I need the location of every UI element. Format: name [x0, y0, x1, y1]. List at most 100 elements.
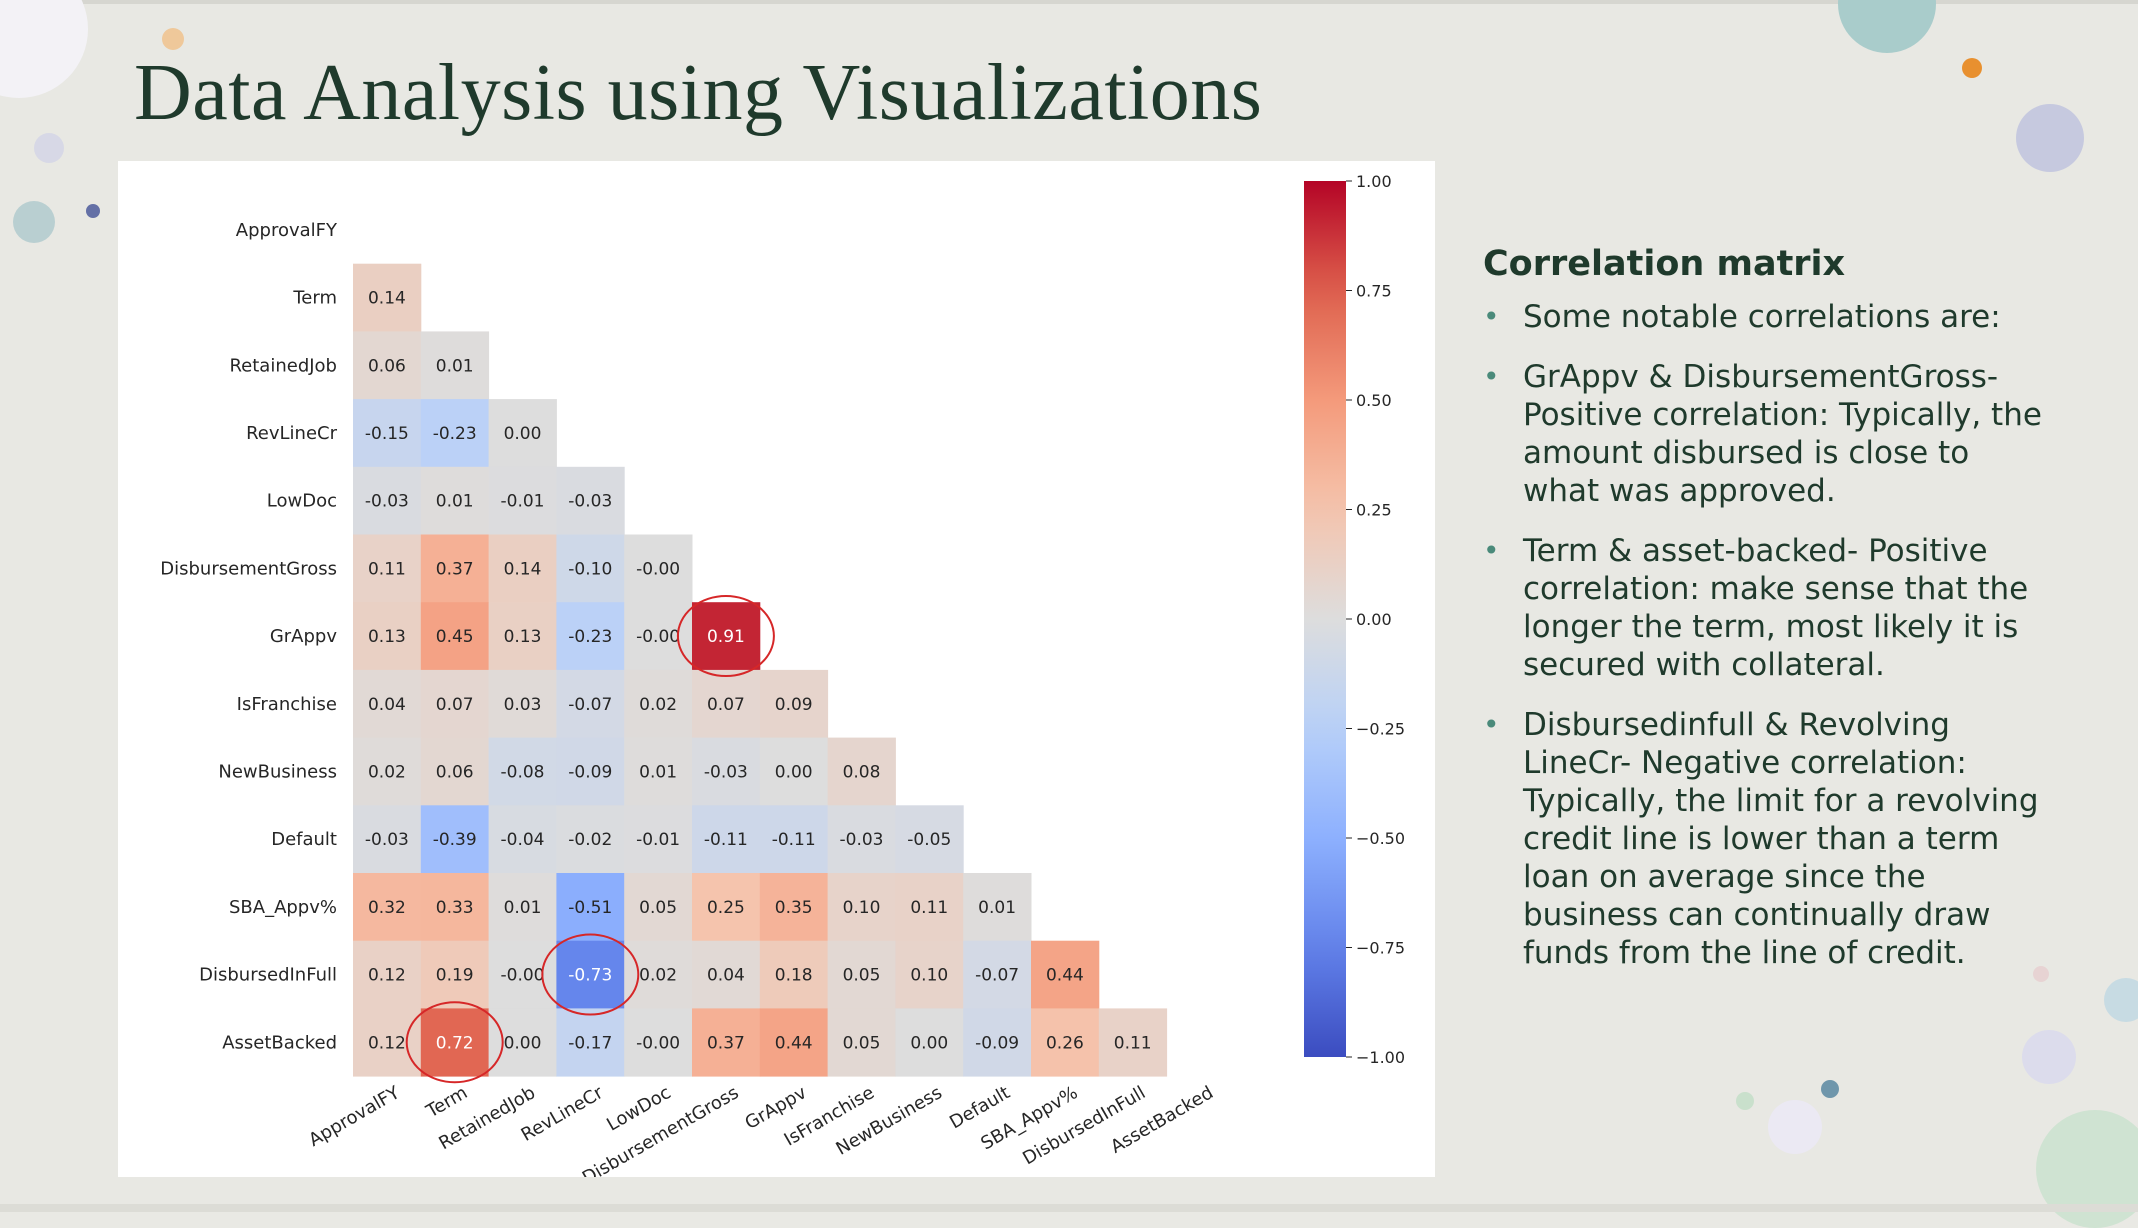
- cell-value-label: -0.11: [772, 830, 816, 850]
- cell-value-label: -0.00: [501, 966, 545, 986]
- cell-value-label: 0.00: [504, 1033, 542, 1053]
- correlation-heatmap: 0.14 0.06 0.01 -0.15 -0.23 0.00 -0.03 0.01 -0.01…: [160, 172, 1405, 1177]
- heatmap-cell: [556, 737, 625, 806]
- heatmap-cell: [624, 940, 693, 1009]
- colorbar-tick-label: 0.75: [1356, 282, 1392, 301]
- cell-value-label: 0.06: [368, 356, 406, 376]
- cell-value-label: -0.00: [636, 627, 680, 647]
- heatmap-cell: [692, 737, 761, 806]
- heatmap-cell: [1031, 1008, 1100, 1077]
- heatmap-cell: [895, 805, 964, 874]
- cell-value-label: -0.01: [501, 492, 545, 512]
- cell-value-label: -0.73: [568, 966, 612, 986]
- cell-value-label: 0.02: [639, 966, 677, 986]
- cell-value-label: 0.10: [843, 898, 881, 918]
- heatmap-cell: [556, 466, 625, 535]
- heatmap-cell: [353, 466, 422, 535]
- cell-value-label: 0.03: [504, 695, 542, 715]
- cell-value-label: 0.00: [910, 1033, 948, 1053]
- heatmap-cell: [556, 534, 625, 603]
- x-tick-label: ApprovalFY: [305, 1082, 404, 1151]
- cell-value-label: -0.01: [636, 830, 680, 850]
- notes-bullet-list: Some notable correlations are: GrAppv & …: [1483, 298, 2043, 972]
- heatmap-cell: [420, 534, 490, 603]
- cell-value-label: 0.13: [504, 627, 542, 647]
- heatmap-cell: [488, 805, 557, 874]
- cell-value-label: -0.08: [501, 762, 545, 782]
- heatmap-cell: [759, 873, 829, 942]
- heatmap-cell: [692, 669, 761, 739]
- cell-value-label: 0.14: [504, 559, 542, 579]
- cell-value-label: -0.10: [568, 559, 612, 579]
- cell-value-label: 0.01: [504, 898, 542, 918]
- heatmap-cell: [827, 805, 896, 874]
- y-tick-label: IsFranchise: [237, 694, 337, 715]
- heatmap-cell: [420, 873, 490, 942]
- heatmap-cell: [420, 669, 490, 739]
- bottom-border: [0, 1204, 2138, 1212]
- correlation-heatmap-panel: 0.14 0.06 0.01 -0.15 -0.23 0.00 -0.03 0.01 -0.01…: [118, 161, 1435, 1177]
- cell-value-label: 0.37: [436, 559, 474, 579]
- heatmap-cell: [353, 873, 422, 942]
- notes-bullet: Term & asset-backed- Positive correlatio…: [1483, 532, 2043, 684]
- heatmap-cell: [488, 466, 557, 535]
- y-tick-label: ApprovalFY: [236, 220, 338, 241]
- slide-title: Data Analysis using Visualizations: [134, 49, 1263, 137]
- heatmap-cell: [353, 331, 422, 400]
- heatmap-cell: [895, 1008, 964, 1077]
- heatmap-cell: [827, 940, 896, 1009]
- heatmap-cell: [556, 873, 625, 942]
- cell-value-label: -0.05: [907, 830, 951, 850]
- heatmap-cell: [420, 602, 490, 671]
- cell-value-label: 0.05: [639, 898, 677, 918]
- y-tick-label: RetainedJob: [229, 355, 337, 376]
- decor-circle-2: [162, 28, 184, 50]
- cell-value-label: -0.23: [568, 627, 612, 647]
- cell-value-label: 0.00: [775, 762, 813, 782]
- cell-value-label: 0.06: [436, 762, 474, 782]
- notes-bullet: GrAppv & DisbursementGross- Positive cor…: [1483, 358, 2043, 510]
- cell-value-label: -0.23: [433, 424, 477, 444]
- heatmap-cell: [420, 940, 490, 1009]
- colorbar-tick-label: −0.50: [1356, 829, 1405, 848]
- cell-value-label: 0.00: [504, 424, 542, 444]
- cell-value-label: -0.15: [365, 424, 409, 444]
- heatmap-cell: [488, 1008, 557, 1077]
- cell-value-label: 0.07: [707, 695, 745, 715]
- cell-value-label: 0.26: [1046, 1033, 1084, 1053]
- cell-value-label: 0.35: [775, 898, 813, 918]
- cell-value-label: 0.01: [639, 762, 677, 782]
- cell-value-label: -0.03: [365, 492, 409, 512]
- heatmap-cell: [963, 873, 1032, 942]
- heatmap-cell: [692, 602, 761, 671]
- cell-value-label: -0.07: [975, 966, 1019, 986]
- heatmap-cell: [624, 534, 693, 603]
- cell-value-label: -0.09: [568, 762, 612, 782]
- cell-value-label: 0.18: [775, 966, 813, 986]
- cell-value-label: 0.44: [775, 1033, 813, 1053]
- heatmap-cell: [895, 873, 964, 942]
- heatmap-cell: [353, 534, 422, 603]
- decor-circle-14: [1768, 1100, 1822, 1154]
- decor-circle-8: [2016, 104, 2084, 172]
- notes-heading: Correlation matrix: [1483, 244, 1846, 284]
- heatmap-cell: [353, 263, 422, 332]
- y-tick-label: DisbursementGross: [160, 558, 337, 579]
- cell-value-label: 0.19: [436, 966, 474, 986]
- heatmap-cell: [353, 805, 422, 874]
- cell-value-label: 0.11: [910, 898, 948, 918]
- heatmap-cell: [556, 669, 625, 739]
- cell-value-label: 0.01: [436, 356, 474, 376]
- cell-value-label: 0.72: [436, 1033, 474, 1053]
- heatmap-cell: [420, 466, 490, 535]
- cell-value-label: 0.12: [368, 1033, 406, 1053]
- top-border: [0, 0, 2138, 4]
- cell-value-label: -0.09: [975, 1033, 1019, 1053]
- cell-value-label: -0.17: [568, 1033, 612, 1053]
- cell-value-label: -0.51: [568, 898, 612, 918]
- y-tick-label: LowDoc: [267, 491, 337, 512]
- highlight-circle: [405, 1001, 504, 1084]
- heatmap-cell: [420, 737, 490, 806]
- heatmap-cell: [488, 873, 557, 942]
